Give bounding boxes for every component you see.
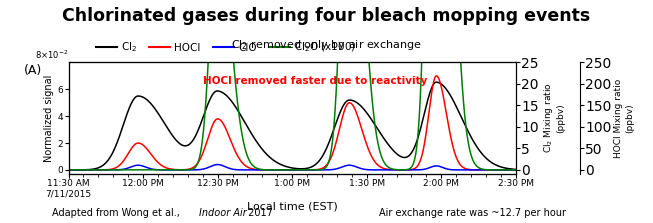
Y-axis label: Cl$_2$ Mixing ratio
(ppbv): Cl$_2$ Mixing ratio (ppbv) <box>542 83 565 153</box>
Text: Adapted from Wong et al.,: Adapted from Wong et al., <box>52 208 183 218</box>
Text: 2017: 2017 <box>245 208 273 218</box>
Text: Cl$_2$ removed only by air exchange: Cl$_2$ removed only by air exchange <box>231 38 422 52</box>
Text: HOCl removed faster due to reactivity: HOCl removed faster due to reactivity <box>202 76 427 86</box>
Y-axis label: Normalized signal: Normalized signal <box>44 74 54 162</box>
Legend: Cl$_2$, HOCl, ClO, Cl$_2$O (x100): Cl$_2$, HOCl, ClO, Cl$_2$O (x100) <box>91 36 360 59</box>
Text: Chlorinated gases during four bleach mopping events: Chlorinated gases during four bleach mop… <box>63 7 590 25</box>
Text: (A): (A) <box>24 64 42 76</box>
Text: 8×10$^{-2}$: 8×10$^{-2}$ <box>35 49 68 61</box>
X-axis label: Local time (EST): Local time (EST) <box>247 202 338 212</box>
Text: Air exchange rate was ~12.7 per hour: Air exchange rate was ~12.7 per hour <box>379 208 565 218</box>
Text: Indoor Air: Indoor Air <box>199 208 247 218</box>
Y-axis label: HOCl Mixing ratio
(ppbv): HOCl Mixing ratio (ppbv) <box>614 78 634 158</box>
